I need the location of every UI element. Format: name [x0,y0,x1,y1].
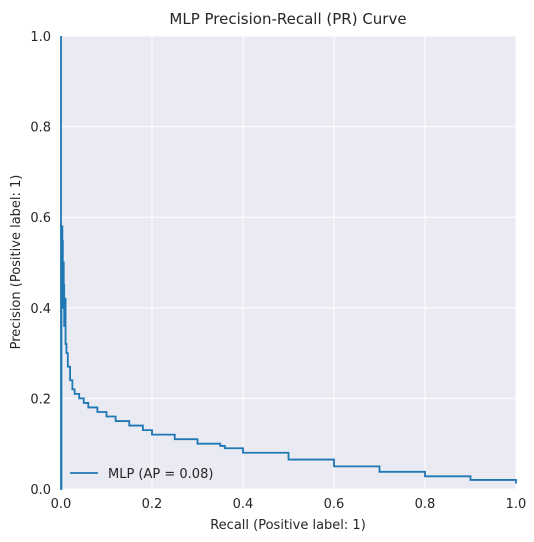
x-tick-label: 0.8 [415,497,436,512]
x-tick-label: 0.0 [51,497,72,512]
y-tick-label: 0.0 [30,483,51,498]
y-tick-label: 1.0 [30,30,51,45]
y-tick-label: 0.6 [30,211,51,226]
x-axis-label: Recall (Positive label: 1) [210,518,366,533]
x-tick-label: 0.2 [142,497,163,512]
legend: MLP (AP = 0.08) [70,467,213,482]
y-gridlines [61,35,516,490]
y-tick-labels: 0.0 0.2 0.4 0.6 0.8 1.0 [30,30,51,498]
y-axis-label: Precision (Positive label: 1) [9,175,24,350]
legend-label: MLP (AP = 0.08) [108,467,213,482]
plot-area [61,36,516,489]
chart-title: MLP Precision-Recall (PR) Curve [169,10,406,28]
x-tick-labels: 0.0 0.2 0.4 0.6 0.8 1.0 [51,497,527,512]
y-tick-label: 0.4 [30,302,51,317]
x-tick-label: 1.0 [506,497,527,512]
x-tick-label: 0.4 [233,497,254,512]
y-tick-label: 0.8 [30,121,51,136]
series-line-mlp [60,36,517,490]
y-tick-label: 0.2 [30,392,51,407]
x-tick-label: 0.6 [324,497,345,512]
